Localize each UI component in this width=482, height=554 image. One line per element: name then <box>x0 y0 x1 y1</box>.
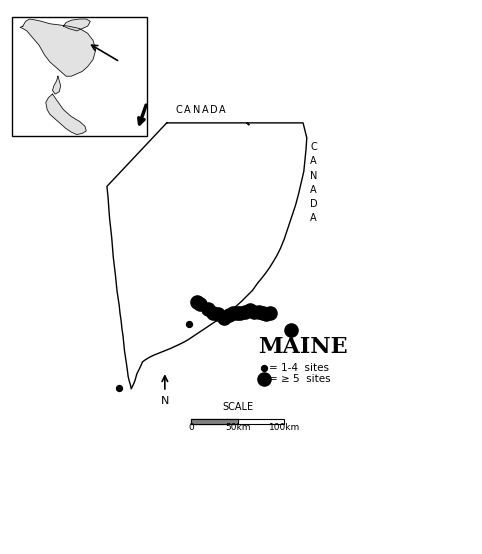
Point <box>259 309 267 318</box>
Text: A: A <box>219 105 225 115</box>
Text: MAINE: MAINE <box>258 336 348 358</box>
Point <box>241 307 249 316</box>
Point <box>204 305 212 314</box>
Point <box>233 308 241 317</box>
Text: 0: 0 <box>188 423 194 432</box>
Text: A: A <box>310 184 317 195</box>
Point <box>287 326 295 335</box>
Point <box>267 308 274 317</box>
Text: C: C <box>310 142 317 152</box>
Polygon shape <box>46 94 86 135</box>
Text: N: N <box>161 396 169 406</box>
Point <box>214 310 222 319</box>
Point <box>251 307 258 316</box>
Text: SCALE: SCALE <box>222 402 253 412</box>
Polygon shape <box>20 19 96 76</box>
Point <box>263 310 270 319</box>
Text: D: D <box>210 105 217 115</box>
Point <box>229 309 237 318</box>
Text: 50km: 50km <box>225 423 251 432</box>
Point <box>185 320 193 329</box>
Text: 100km: 100km <box>269 423 300 432</box>
Point <box>115 384 123 393</box>
Text: = ≥ 5  sites: = ≥ 5 sites <box>269 374 331 384</box>
Point <box>209 309 216 318</box>
Text: = 1-4  sites: = 1-4 sites <box>269 362 329 372</box>
Text: A: A <box>310 156 317 166</box>
Polygon shape <box>53 76 61 94</box>
Point <box>260 375 268 383</box>
Text: C: C <box>175 105 182 115</box>
Text: N: N <box>310 171 317 181</box>
Text: A: A <box>201 105 208 115</box>
Point <box>225 311 233 320</box>
Point <box>255 307 263 316</box>
Point <box>193 297 201 306</box>
Point <box>260 363 268 372</box>
Text: D: D <box>310 199 317 209</box>
Bar <box>191 419 284 424</box>
Text: A: A <box>184 105 191 115</box>
Point <box>237 309 244 318</box>
Point <box>197 300 204 309</box>
Text: N: N <box>192 105 200 115</box>
Polygon shape <box>63 19 90 31</box>
Point <box>220 314 228 322</box>
Text: A: A <box>310 213 317 223</box>
Point <box>246 306 254 315</box>
